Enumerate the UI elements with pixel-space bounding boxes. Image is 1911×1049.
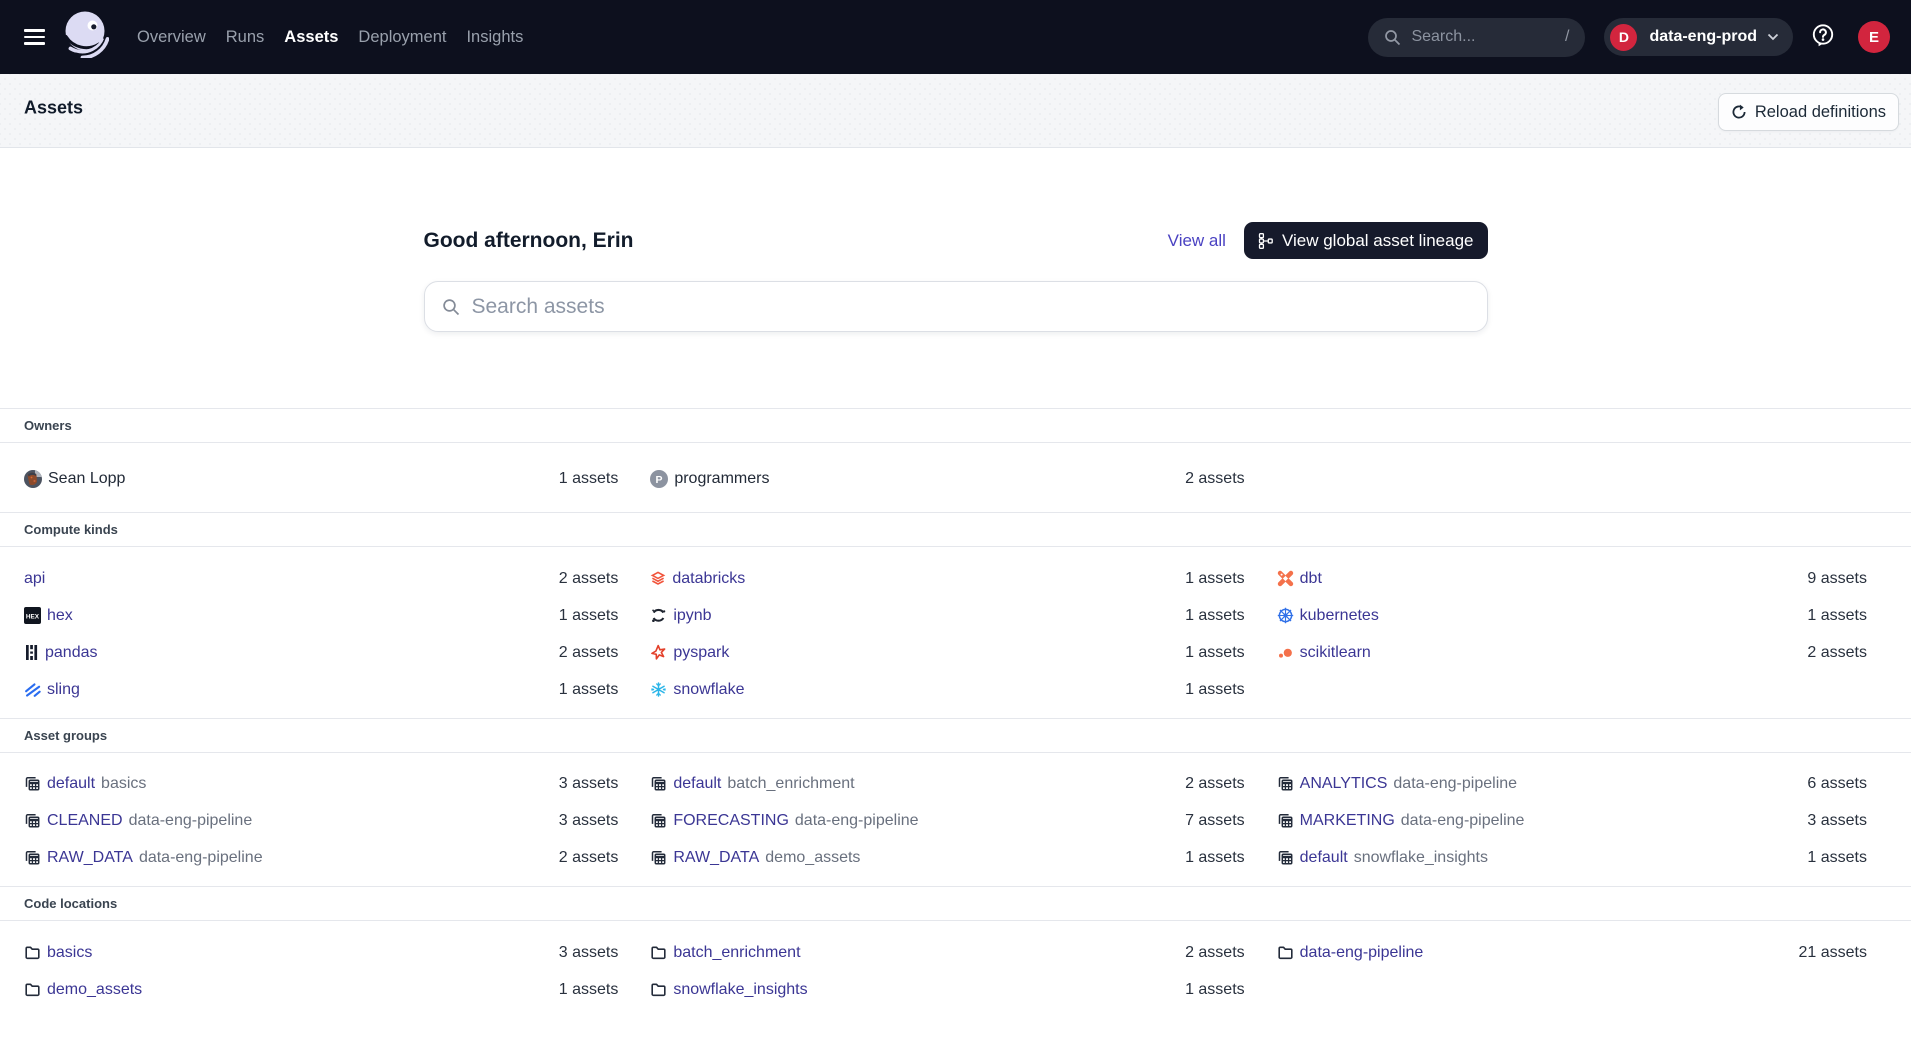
- svg-text:P: P: [656, 474, 663, 486]
- svg-text:HEX: HEX: [26, 613, 40, 620]
